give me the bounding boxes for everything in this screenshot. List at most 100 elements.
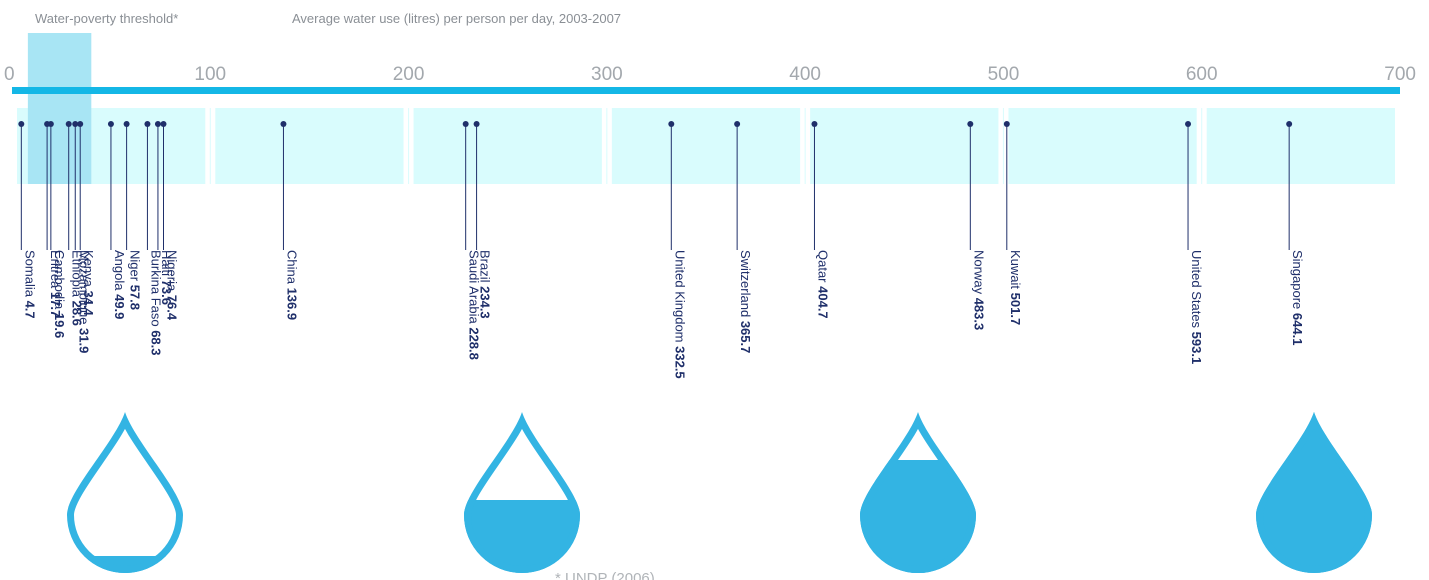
data-point: [811, 121, 818, 127]
country-label: Angola 49.9: [112, 250, 127, 319]
country-label: Somalia 4.7: [22, 250, 37, 319]
country-value: 73.6: [159, 280, 174, 305]
country-point: Haiti 73.6: [154, 121, 174, 305]
country-name: Qatar: [815, 250, 830, 286]
x-tick-label: 600: [1186, 64, 1218, 85]
country-point: Singapore 644.1: [1286, 121, 1305, 345]
country-value: 365.7: [738, 321, 753, 354]
drop-fill: [859, 460, 977, 574]
country-point: United Kingdom 332.5: [668, 121, 687, 379]
country-point: Kuwait 501.7: [1003, 121, 1023, 326]
country-name: Switzerland: [738, 250, 753, 321]
x-tick-label: 0: [4, 64, 15, 85]
country-point: Kenya 34.4: [77, 121, 96, 317]
data-point: [734, 121, 741, 127]
country-value: 136.9: [284, 288, 299, 321]
country-value: 4.7: [22, 301, 37, 319]
data-point: [123, 121, 130, 127]
band-segment: [1008, 108, 1197, 184]
x-tick-label: 200: [393, 64, 425, 85]
country-label: Kenya 34.4: [81, 250, 96, 317]
country-point: Somalia 4.7: [18, 121, 37, 319]
country-value: 501.7: [1008, 293, 1023, 326]
country-label: Burkina Faso 68.3: [148, 250, 163, 356]
band-segment: [1206, 108, 1395, 184]
data-point: [473, 121, 480, 127]
country-name: Burkina Faso: [148, 250, 163, 330]
country-label: China 136.9: [284, 250, 299, 320]
country-label: United States 593.1: [1189, 250, 1204, 364]
drop-full: [1256, 412, 1372, 573]
country-value: 28.6: [70, 301, 85, 326]
drop-half: [464, 412, 580, 573]
country-name: Kenya: [81, 250, 96, 290]
country-value: 49.9: [112, 294, 127, 319]
data-point: [18, 121, 25, 127]
drop-outline: [1256, 412, 1372, 573]
data-point: [1286, 121, 1293, 127]
data-point: [65, 121, 72, 127]
country-name: United States: [1189, 250, 1204, 332]
band-segment: [810, 108, 999, 184]
country-label: Singapore 644.1: [1290, 250, 1305, 345]
country-point: Nigeria 76.4: [160, 121, 179, 321]
country-point: Burkina Faso 68.3: [144, 121, 163, 356]
x-tick-label: 700: [1384, 64, 1416, 85]
drop-outline: [66, 412, 183, 574]
country-label: Qatar 404.7: [815, 250, 830, 319]
country-name: Nigeria: [164, 250, 179, 295]
country-value: 17.7: [48, 292, 63, 317]
country-label: Mozambique 31.9: [76, 250, 91, 353]
country-name: Cambodia: [52, 250, 67, 313]
country-value: 68.3: [148, 330, 163, 355]
data-point: [1185, 121, 1192, 127]
country-point: Norway 483.3: [967, 121, 986, 330]
country-point: Eritrea 17.7: [44, 121, 63, 317]
country-point: China 136.9: [280, 121, 299, 320]
data-point: [160, 121, 167, 127]
data-point: [967, 121, 974, 127]
country-point: Mozambique 31.9: [72, 121, 91, 353]
country-label: Brazil 234.3: [478, 250, 493, 319]
country-label: Cambodia 19.6: [52, 250, 67, 338]
country-point: Qatar 404.7: [811, 121, 830, 319]
data-point: [144, 121, 151, 127]
threshold-legend-label: Water-poverty threshold*: [35, 11, 179, 26]
drop-outline: [859, 412, 977, 574]
country-point: Angola 49.9: [107, 121, 127, 319]
data-point: [72, 121, 79, 127]
water-poverty-threshold-band: [27, 33, 92, 184]
x-axis-bar: [12, 87, 1400, 94]
country-value: 57.8: [128, 285, 143, 310]
country-name: Haiti: [159, 250, 174, 280]
country-label: United Kingdom 332.5: [672, 250, 687, 379]
country-label: Nigeria 76.4: [164, 250, 179, 321]
country-value: 483.3: [971, 298, 986, 331]
country-value: 228.8: [467, 327, 482, 360]
chart-subtitle: Average water use (litres) per person pe…: [292, 11, 622, 26]
country-name: Ethiopia: [70, 250, 85, 301]
country-value: 332.5: [672, 346, 687, 379]
country-name: Singapore: [1290, 250, 1305, 313]
country-point: Switzerland 365.7: [734, 121, 753, 353]
data-point: [44, 121, 51, 127]
country-name: Norway: [971, 250, 986, 298]
country-value: 76.4: [164, 295, 179, 321]
country-point: Niger 57.8: [123, 121, 143, 310]
footnote: * UNDP (2006): [555, 570, 655, 580]
band-segment: [611, 108, 801, 184]
country-value: 644.1: [1290, 313, 1305, 346]
country-point: United States 593.1: [1185, 121, 1204, 364]
data-point: [107, 121, 114, 127]
country-value: 34.4: [81, 290, 96, 316]
country-name: Kuwait: [1008, 250, 1023, 293]
country-name: United Kingdom: [672, 250, 687, 346]
country-point: Brazil 234.3: [473, 121, 493, 319]
x-tick-label: 500: [988, 64, 1020, 85]
country-name: China: [284, 250, 299, 288]
data-point: [462, 121, 469, 127]
data-point: [280, 121, 287, 127]
data-point: [154, 121, 161, 127]
